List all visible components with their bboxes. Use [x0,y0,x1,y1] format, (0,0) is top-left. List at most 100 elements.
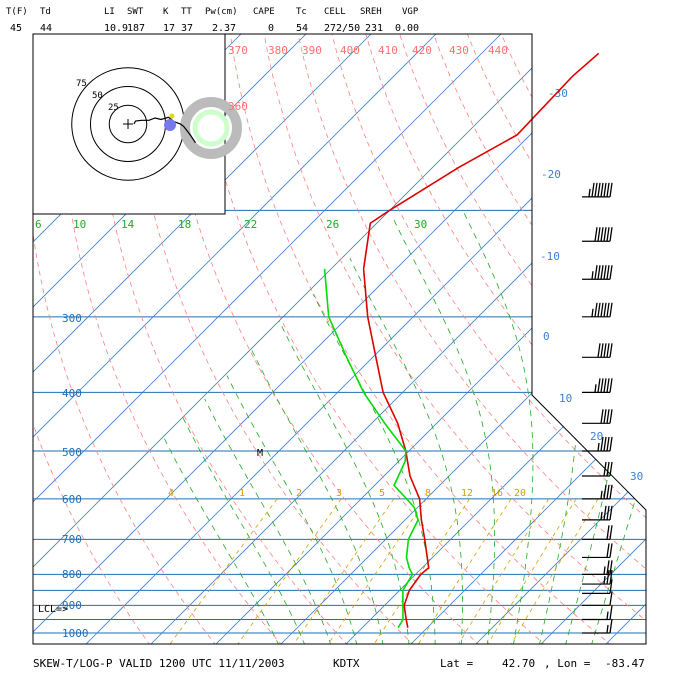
wind-barb [582,436,613,452]
dry-adiabat-label: 420 [412,44,432,57]
pressure-label: 400 [62,387,82,400]
mixing-ratio-line [326,498,427,644]
isotherm-label: 20 [590,430,603,443]
moist-adiabat-label: 30 [414,218,427,231]
footer-lon-value: -83.47 [605,657,645,670]
footer-lat-value: 42.70 [502,657,535,670]
header-value: 45 [10,23,22,34]
dry-adiabats [33,34,646,644]
header-value: 0.00 [395,23,419,34]
footer-station: KDTX [333,657,360,670]
moist-adiabat-line [278,321,410,644]
moist-adiabat-line [312,293,436,644]
header-label: Tc [296,7,307,17]
sounding-traces [323,52,600,629]
header-label: CAPE [253,7,275,17]
header-label: K [163,7,169,17]
footer-title: SKEW-T/LOG-P VALID 1200 UTC 11/11/2003 [33,657,285,670]
isotherm-label: 10 [559,392,572,405]
dry-adiabat-label: 360 [228,100,248,113]
dry-adiabat-line [94,34,349,644]
header-label: TT [181,7,192,17]
dry-adiabat-line [599,34,646,644]
hodograph-ring [108,104,148,144]
mixing-ratio-line [486,498,577,644]
dry-adiabat-label: 430 [449,44,469,57]
dry-adiabat-line [128,34,415,644]
dry-adiabat-line [363,34,646,644]
footer-lon-label: , Lon = [544,657,591,670]
isotherm-line [669,28,680,645]
isotherm-label: 0 [543,330,550,343]
moist-adiabat-label: 22 [244,218,257,231]
wind-barbs [582,182,613,634]
mixing-ratio-label: 8 [425,488,431,499]
footer-lat-label: Lat = [440,657,473,670]
dry-adiabat-label: 410 [378,44,398,57]
hodograph-ring-label: 75 [76,79,87,89]
pressure-label: 300 [62,312,82,325]
storm-motion-ring [192,109,230,147]
dry-adiabat-line [33,34,151,644]
dry-adiabat-label: 390 [302,44,322,57]
dry-adiabat-line [59,34,283,644]
header-value: 231 [365,23,383,34]
header-label: Td [40,7,51,17]
header-labels: T(F) Td LI SWT K TT Pw(cm) CAPE Tc CELL SREH VGP [6,7,419,17]
moist-adiabat-line [564,210,636,644]
moist-adiabat-line [204,398,332,644]
wind-barb [582,525,613,540]
moist-adiabat-label: 6 [35,218,42,231]
header-value: 2.37 [212,23,236,34]
dry-adiabat-line [229,34,613,644]
dry-adiabat-line [195,34,547,644]
moist-adiabat-line [538,210,580,644]
dry-adiabat-label: 400 [340,44,360,57]
isotherm-label: -20 [541,168,561,181]
pressure-label: 500 [62,446,82,459]
isotherm-line [148,34,646,644]
wind-barb [582,618,613,634]
moist-adiabat-label: 10 [73,218,86,231]
dewpoint-trace [323,268,419,629]
wind-barb [582,484,613,500]
header-value: 10.9 [104,23,128,34]
wind-barb [582,591,613,606]
isobars [33,209,646,634]
mixing-ratio-line [292,498,395,644]
wind-barb [582,378,613,393]
dry-adiabat-line [296,34,646,644]
mixing-ratio-label: 1 [239,488,245,499]
mixing-ratio-line [509,498,599,644]
wind-barb [582,182,613,198]
isotherm-label: 30 [630,470,643,483]
mixing-ratio-line [168,498,278,644]
dry-adiabat-line [531,34,646,644]
dry-adiabat-label: 380 [268,44,288,57]
pressure-label: 800 [62,568,82,581]
header-label: SWT [127,7,144,17]
header-value: 187 [127,23,145,34]
wind-barb [582,461,613,477]
wind-barb [582,227,613,242]
wind-barb [582,343,613,358]
storm-dot [169,113,175,119]
header-value: 0 [268,23,274,34]
mixing-ratio-line [457,498,550,644]
mixing-ratio-line [416,498,512,644]
mixing-ratio-label: 5 [379,488,385,499]
mixing-ratio-label: 16 [491,488,503,499]
label-layer: 3004005006007008009001000-30-20-10010203… [35,44,643,640]
isotherm-line [408,34,646,644]
isotherm-label: -10 [540,250,560,263]
wind-barb [582,605,613,621]
wind-barb [582,569,613,585]
marker-label: M [257,448,263,459]
wind-barb [582,543,613,559]
moist-adiabats [163,210,646,644]
mixing-ratio-label: 2 [296,488,302,499]
isotherm-line [213,34,646,644]
isotherm-line [538,34,646,644]
